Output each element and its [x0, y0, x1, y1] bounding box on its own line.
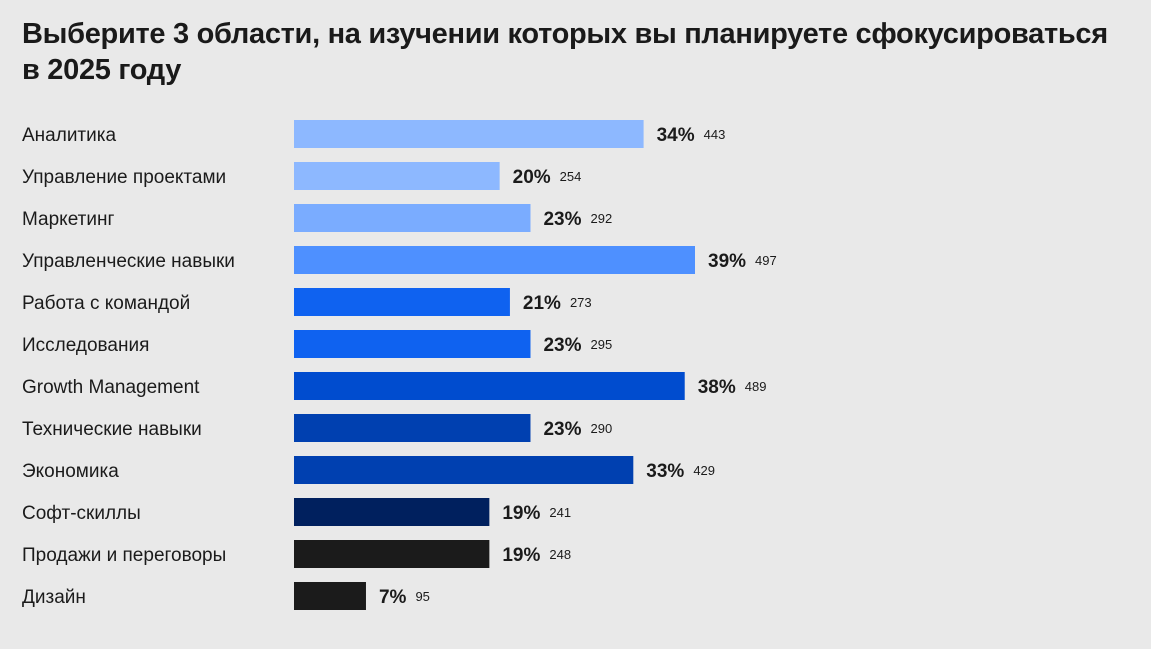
percent-label: 39% — [708, 251, 746, 272]
percent-label: 34% — [657, 125, 695, 146]
percent-label: 19% — [502, 503, 540, 524]
chart-title: Выберите 3 области, на изучении которых … — [22, 18, 1108, 86]
count-label: 443 — [704, 127, 726, 142]
category-label: Управленческие навыки — [22, 251, 235, 272]
category-label: Работа с командой — [22, 293, 190, 314]
bar — [294, 456, 634, 484]
category-label: Софт-скиллы — [22, 503, 141, 524]
bar — [294, 414, 531, 442]
percent-label: 20% — [513, 167, 551, 188]
bar — [294, 288, 510, 316]
percent-label: 7% — [379, 587, 407, 608]
percent-label: 23% — [543, 419, 581, 440]
bar — [294, 372, 685, 400]
percent-label: 21% — [523, 293, 561, 314]
bar — [294, 204, 531, 232]
bar — [294, 246, 695, 274]
bar — [294, 162, 500, 190]
category-label: Управление проектами — [22, 167, 226, 188]
category-label: Growth Management — [22, 377, 200, 398]
category-label: Технические навыки — [22, 419, 202, 440]
count-label: 254 — [560, 169, 582, 184]
count-label: 295 — [591, 337, 613, 352]
category-label: Аналитика — [22, 125, 116, 146]
bar — [294, 540, 490, 568]
category-label: Дизайн — [22, 587, 86, 608]
category-label: Маркетинг — [22, 209, 114, 230]
percent-label: 23% — [543, 209, 581, 230]
count-label: 241 — [549, 505, 571, 520]
bar — [294, 330, 531, 358]
category-label: Экономика — [22, 461, 119, 482]
percent-label: 23% — [543, 335, 581, 356]
category-label: Исследования — [22, 335, 149, 356]
bar — [294, 582, 366, 610]
count-label: 429 — [693, 463, 715, 478]
percent-label: 33% — [646, 461, 684, 482]
count-label: 489 — [745, 379, 767, 394]
bar — [294, 498, 490, 526]
count-label: 273 — [570, 295, 592, 310]
count-label: 497 — [755, 253, 777, 268]
count-label: 248 — [549, 547, 571, 562]
percent-label: 38% — [698, 377, 736, 398]
count-label: 290 — [591, 421, 613, 436]
category-label: Продажи и переговоры — [22, 545, 226, 566]
count-label: 95 — [415, 589, 429, 604]
percent-label: 19% — [502, 545, 540, 566]
count-label: 292 — [591, 211, 613, 226]
bar — [294, 120, 644, 148]
